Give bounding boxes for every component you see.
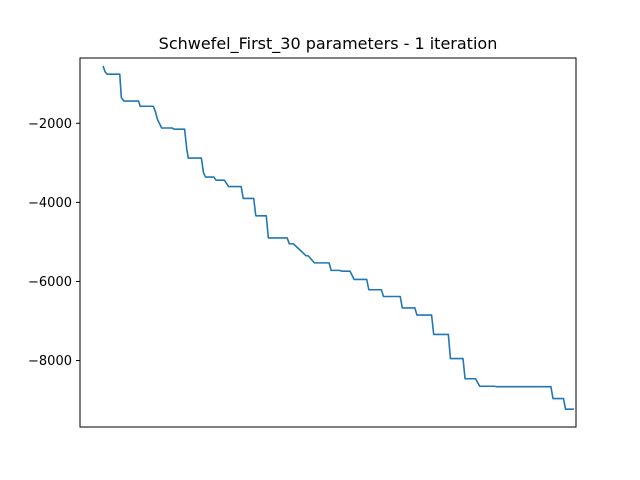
y-tick-label: −4000 bbox=[28, 196, 72, 211]
y-tick-label: −6000 bbox=[28, 275, 72, 290]
y-tick-label: −8000 bbox=[28, 354, 72, 369]
y-tick-label: −2000 bbox=[28, 117, 72, 132]
plot-frame bbox=[79, 57, 577, 428]
y-axis-ticks: −2000 −4000 −6000 −8000 bbox=[28, 117, 80, 369]
series-line bbox=[102, 65, 574, 411]
chart-title: Schwefel_First_30 parameters - 1 iterati… bbox=[159, 34, 498, 54]
